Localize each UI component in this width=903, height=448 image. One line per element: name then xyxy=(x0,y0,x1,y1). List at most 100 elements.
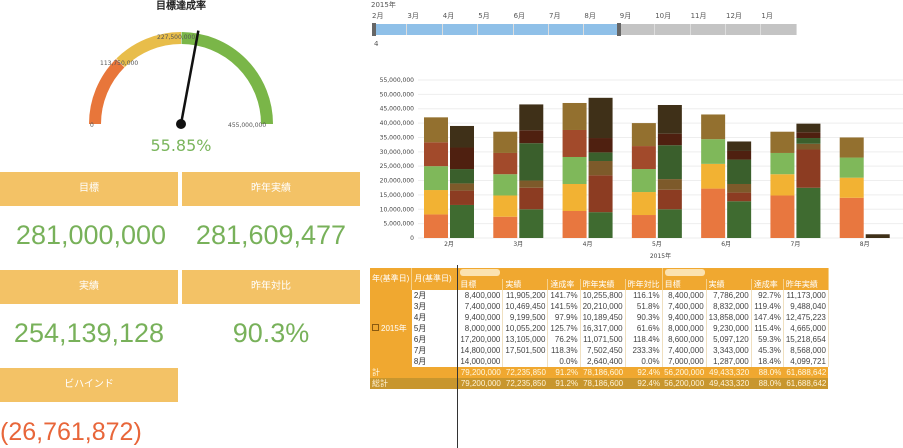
x-tick-label: 8月 xyxy=(860,241,870,248)
target-bar-segment xyxy=(839,157,864,178)
y-tick-label: 30,000,000 xyxy=(380,149,415,156)
column-header[interactable]: 昨年対比 xyxy=(625,278,663,290)
year-label: 2015年 xyxy=(381,323,407,333)
collapse-icon[interactable] xyxy=(372,323,379,331)
target-bar-segment xyxy=(562,156,587,184)
achievement-gauge: 0 113,750,000 227,500,000 455,000,000 xyxy=(89,30,273,129)
timeline-month-cell[interactable] xyxy=(549,24,585,35)
y-tick-label: 0 xyxy=(410,235,414,242)
y-tick-label: 5,000,000 xyxy=(383,221,414,228)
timeline-month-label: 6月 xyxy=(513,12,526,20)
target-bar-segment xyxy=(839,197,864,238)
kpi-last-year-value: 281,609,477 xyxy=(195,220,347,250)
target-bar-segment xyxy=(424,190,448,215)
target-bar-segment xyxy=(562,183,587,211)
actual-bar-segment xyxy=(796,143,821,150)
timeline-month-cell[interactable] xyxy=(478,24,514,35)
timeline-slicer[interactable]: 2月 3月 4月 5月 6月 7月 8月 9月 10月 11月 12月 1月 xyxy=(372,11,797,37)
target-bar-segment xyxy=(701,114,726,140)
timeline-month-label: 1月 xyxy=(761,12,773,20)
grand-total-row: 総計 79,200,000 72,235,850 91.2% 78,186,600 92.… xyxy=(370,377,829,389)
timeline-month-cell[interactable] xyxy=(761,24,797,35)
actual-bar-segment xyxy=(519,180,544,188)
timeline-month-cell[interactable] xyxy=(513,24,549,35)
actual-bar-segment xyxy=(450,204,474,238)
target-bar-segment xyxy=(424,166,448,191)
gauge-arc-low xyxy=(89,58,125,125)
table-row: 6月 17,200,000 13,105,000 76.2% 11,071,500 118… xyxy=(370,333,829,345)
column-header[interactable]: 実績 xyxy=(706,278,752,290)
target-bar-segment xyxy=(493,131,518,153)
timeline-month-cell[interactable] xyxy=(726,24,762,35)
actual-bar-segment xyxy=(727,159,752,184)
actual-bar-segment xyxy=(588,161,613,176)
column-header[interactable]: 実績 xyxy=(502,278,549,290)
y-tick-label: 20,000,000 xyxy=(380,178,415,185)
target-bar-segment xyxy=(493,152,518,175)
actual-bar-segment xyxy=(519,104,544,131)
timeline-range-handle[interactable] xyxy=(372,23,376,36)
column-header[interactable]: 目標 xyxy=(457,278,504,290)
y-tick-label: 35,000,000 xyxy=(380,134,415,141)
column-header[interactable]: 達成率 xyxy=(751,278,784,290)
gauge-title: 目標達成率 xyxy=(156,1,206,12)
target-bar-segment xyxy=(770,195,795,238)
x-tick-label: 6月 xyxy=(721,241,731,248)
target-bar-segment xyxy=(631,192,656,216)
target-bar-segment xyxy=(770,131,795,153)
actual-bar-segment xyxy=(657,179,682,190)
timeline-month-label: 9月 xyxy=(619,12,632,20)
col-year-header: 年(基準日) xyxy=(370,268,413,290)
actual-bar-segment xyxy=(796,187,821,238)
actual-bar-segment xyxy=(865,234,890,238)
actual-bar-segment xyxy=(727,150,752,160)
timeline-month-label: 12月 xyxy=(726,12,742,20)
column-header[interactable]: 昨年実績 xyxy=(783,278,829,290)
actual-bar-segment xyxy=(450,190,474,205)
table-row: 2015年 2月 8,400,000 11,905,200 141.7% 10,255,8… xyxy=(370,289,829,367)
x-tick-label: 2月 xyxy=(444,241,454,248)
timeline-month-cell[interactable] xyxy=(655,24,691,35)
y-tick-label: 50,000,000 xyxy=(380,91,415,98)
target-bar-segment xyxy=(701,188,726,238)
y-tick-label: 25,000,000 xyxy=(380,163,415,170)
timeline-month-label: 11月 xyxy=(690,12,707,20)
gauge-mid-label: 227,500,000 xyxy=(157,34,195,41)
gauge-value: 55.85% xyxy=(150,136,212,155)
x-tick-label: 3月 xyxy=(513,241,523,248)
target-bar-segment xyxy=(424,214,448,238)
actual-bar-segment xyxy=(727,183,752,193)
timeline-month-cell[interactable] xyxy=(619,24,656,35)
gauge-max-label: 455,000,000 xyxy=(228,122,266,129)
target-bar-segment xyxy=(770,174,795,196)
target-bar-segment xyxy=(424,117,448,143)
timeline-month-cell[interactable] xyxy=(407,24,443,35)
timeline-month-cell[interactable] xyxy=(372,24,408,35)
actual-bar-segment xyxy=(588,175,613,213)
table-row: 7月 14,800,000 17,501,500 118.3% 7,502,450 233… xyxy=(370,344,829,356)
monthly-stacked-bar-chart: 0 5,000,000 10,000,000 15,000,000 20,000,000… xyxy=(380,77,903,260)
total-row: 計 79,200,000 72,235,850 91.2% 78,186,600 92.4… xyxy=(370,366,829,378)
target-bar-segment xyxy=(493,174,518,196)
actual-bar-segment xyxy=(588,152,613,162)
actual-bar-segment xyxy=(588,97,613,139)
column-header[interactable]: 達成率 xyxy=(547,278,581,290)
timeline-range-handle[interactable] xyxy=(616,23,621,36)
column-header[interactable]: 目標 xyxy=(662,278,707,290)
x-tick-label: 4月 xyxy=(583,241,593,248)
timeline-handle-label: 4 xyxy=(374,40,379,48)
kpi-target-value: 281,000,000 xyxy=(15,220,167,250)
timeline-month-cell[interactable] xyxy=(442,24,479,35)
target-bar-segment xyxy=(839,137,864,158)
column-header[interactable]: 昨年実績 xyxy=(580,278,626,290)
actual-bar-segment xyxy=(727,192,752,202)
column-divider[interactable] xyxy=(457,265,458,448)
timeline-month-cell[interactable] xyxy=(584,24,620,35)
timeline-month-cell[interactable] xyxy=(690,24,726,35)
actual-bar-segment xyxy=(796,138,821,144)
actual-bar-segment xyxy=(657,209,682,238)
actual-bar-segment xyxy=(796,123,821,133)
target-bar-segment xyxy=(701,139,726,164)
timeline-month-label: 5月 xyxy=(478,12,490,20)
actual-bar-segment xyxy=(657,189,682,210)
